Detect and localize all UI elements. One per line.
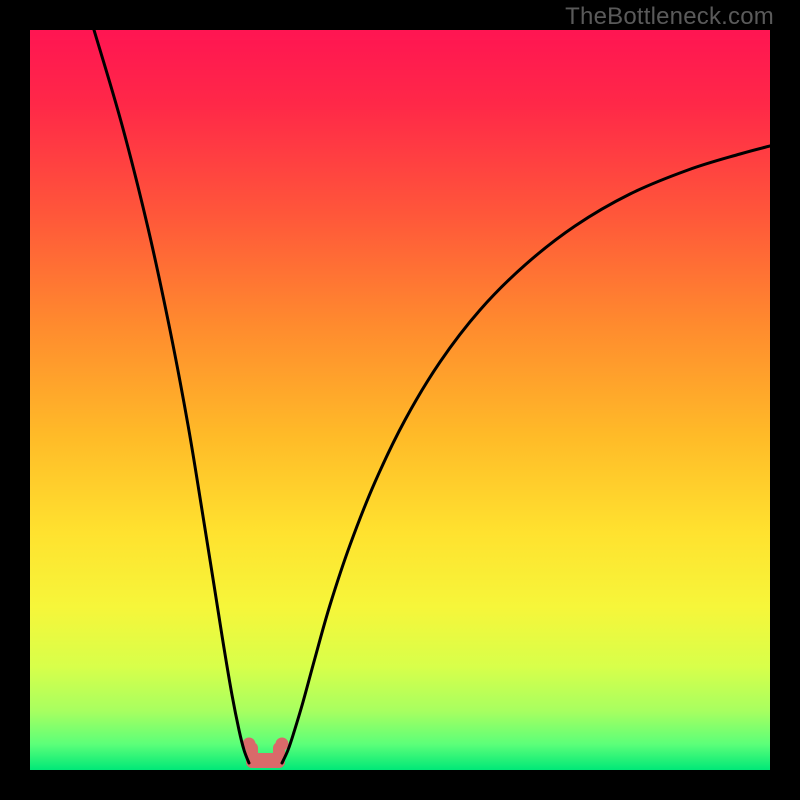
valley-dot-3 bbox=[276, 738, 289, 751]
watermark-text: TheBottleneck.com bbox=[565, 3, 774, 31]
chart-svg bbox=[30, 30, 770, 770]
curve-right bbox=[282, 146, 770, 763]
plot-area bbox=[30, 30, 770, 770]
curve-left bbox=[94, 30, 249, 763]
